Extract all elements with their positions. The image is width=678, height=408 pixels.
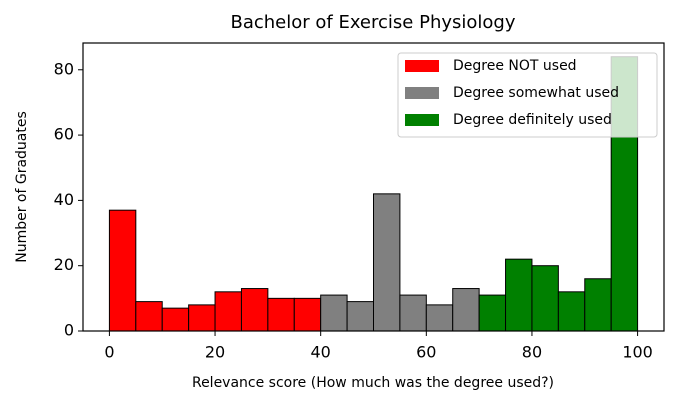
y-axis-label: Number of Graduates xyxy=(14,111,30,263)
y-tick-label: 80 xyxy=(54,59,74,78)
legend-swatch xyxy=(405,60,439,72)
legend: Degree NOT used Degree somewhat used Degre… xyxy=(397,52,658,138)
bar xyxy=(240,288,269,332)
bar xyxy=(108,209,137,332)
bar xyxy=(505,258,533,332)
bar xyxy=(161,307,190,332)
y-tick-label: 20 xyxy=(54,255,74,274)
chart-title: Bachelor of Exercise Physiology xyxy=(231,12,516,33)
legend-label: Degree definitely used xyxy=(453,112,612,128)
bar xyxy=(584,278,612,332)
x-tick-label: 0 xyxy=(104,343,114,362)
bar xyxy=(452,288,480,332)
bar xyxy=(531,265,559,332)
bar xyxy=(478,294,507,332)
plot-frame xyxy=(82,42,665,332)
x-tick-label: 60 xyxy=(416,343,436,362)
bar xyxy=(214,291,242,332)
bar xyxy=(267,297,295,332)
x-tick-label: 20 xyxy=(205,343,225,362)
bar xyxy=(293,297,322,332)
x-tick-label: 40 xyxy=(311,343,331,362)
bar xyxy=(425,304,454,332)
bar xyxy=(557,291,586,332)
legend-box xyxy=(397,52,658,138)
bar xyxy=(399,294,427,332)
bar xyxy=(135,301,163,332)
legend-label: Degree somewhat used xyxy=(453,85,619,101)
x-tick-label: 100 xyxy=(622,343,653,362)
legend-swatch xyxy=(405,114,439,126)
legend-label: Degree NOT used xyxy=(453,58,577,74)
x-axis-label: Relevance score (How much was the degree… xyxy=(192,375,554,391)
bar xyxy=(346,301,375,332)
legend-swatch xyxy=(405,87,439,99)
x-tick-label: 80 xyxy=(522,343,542,362)
y-tick-label: 60 xyxy=(54,125,74,144)
y-tick-label: 0 xyxy=(64,321,74,340)
bar xyxy=(188,304,216,332)
bar xyxy=(320,294,348,332)
bar xyxy=(373,193,401,332)
y-tick-label: 40 xyxy=(54,190,74,209)
